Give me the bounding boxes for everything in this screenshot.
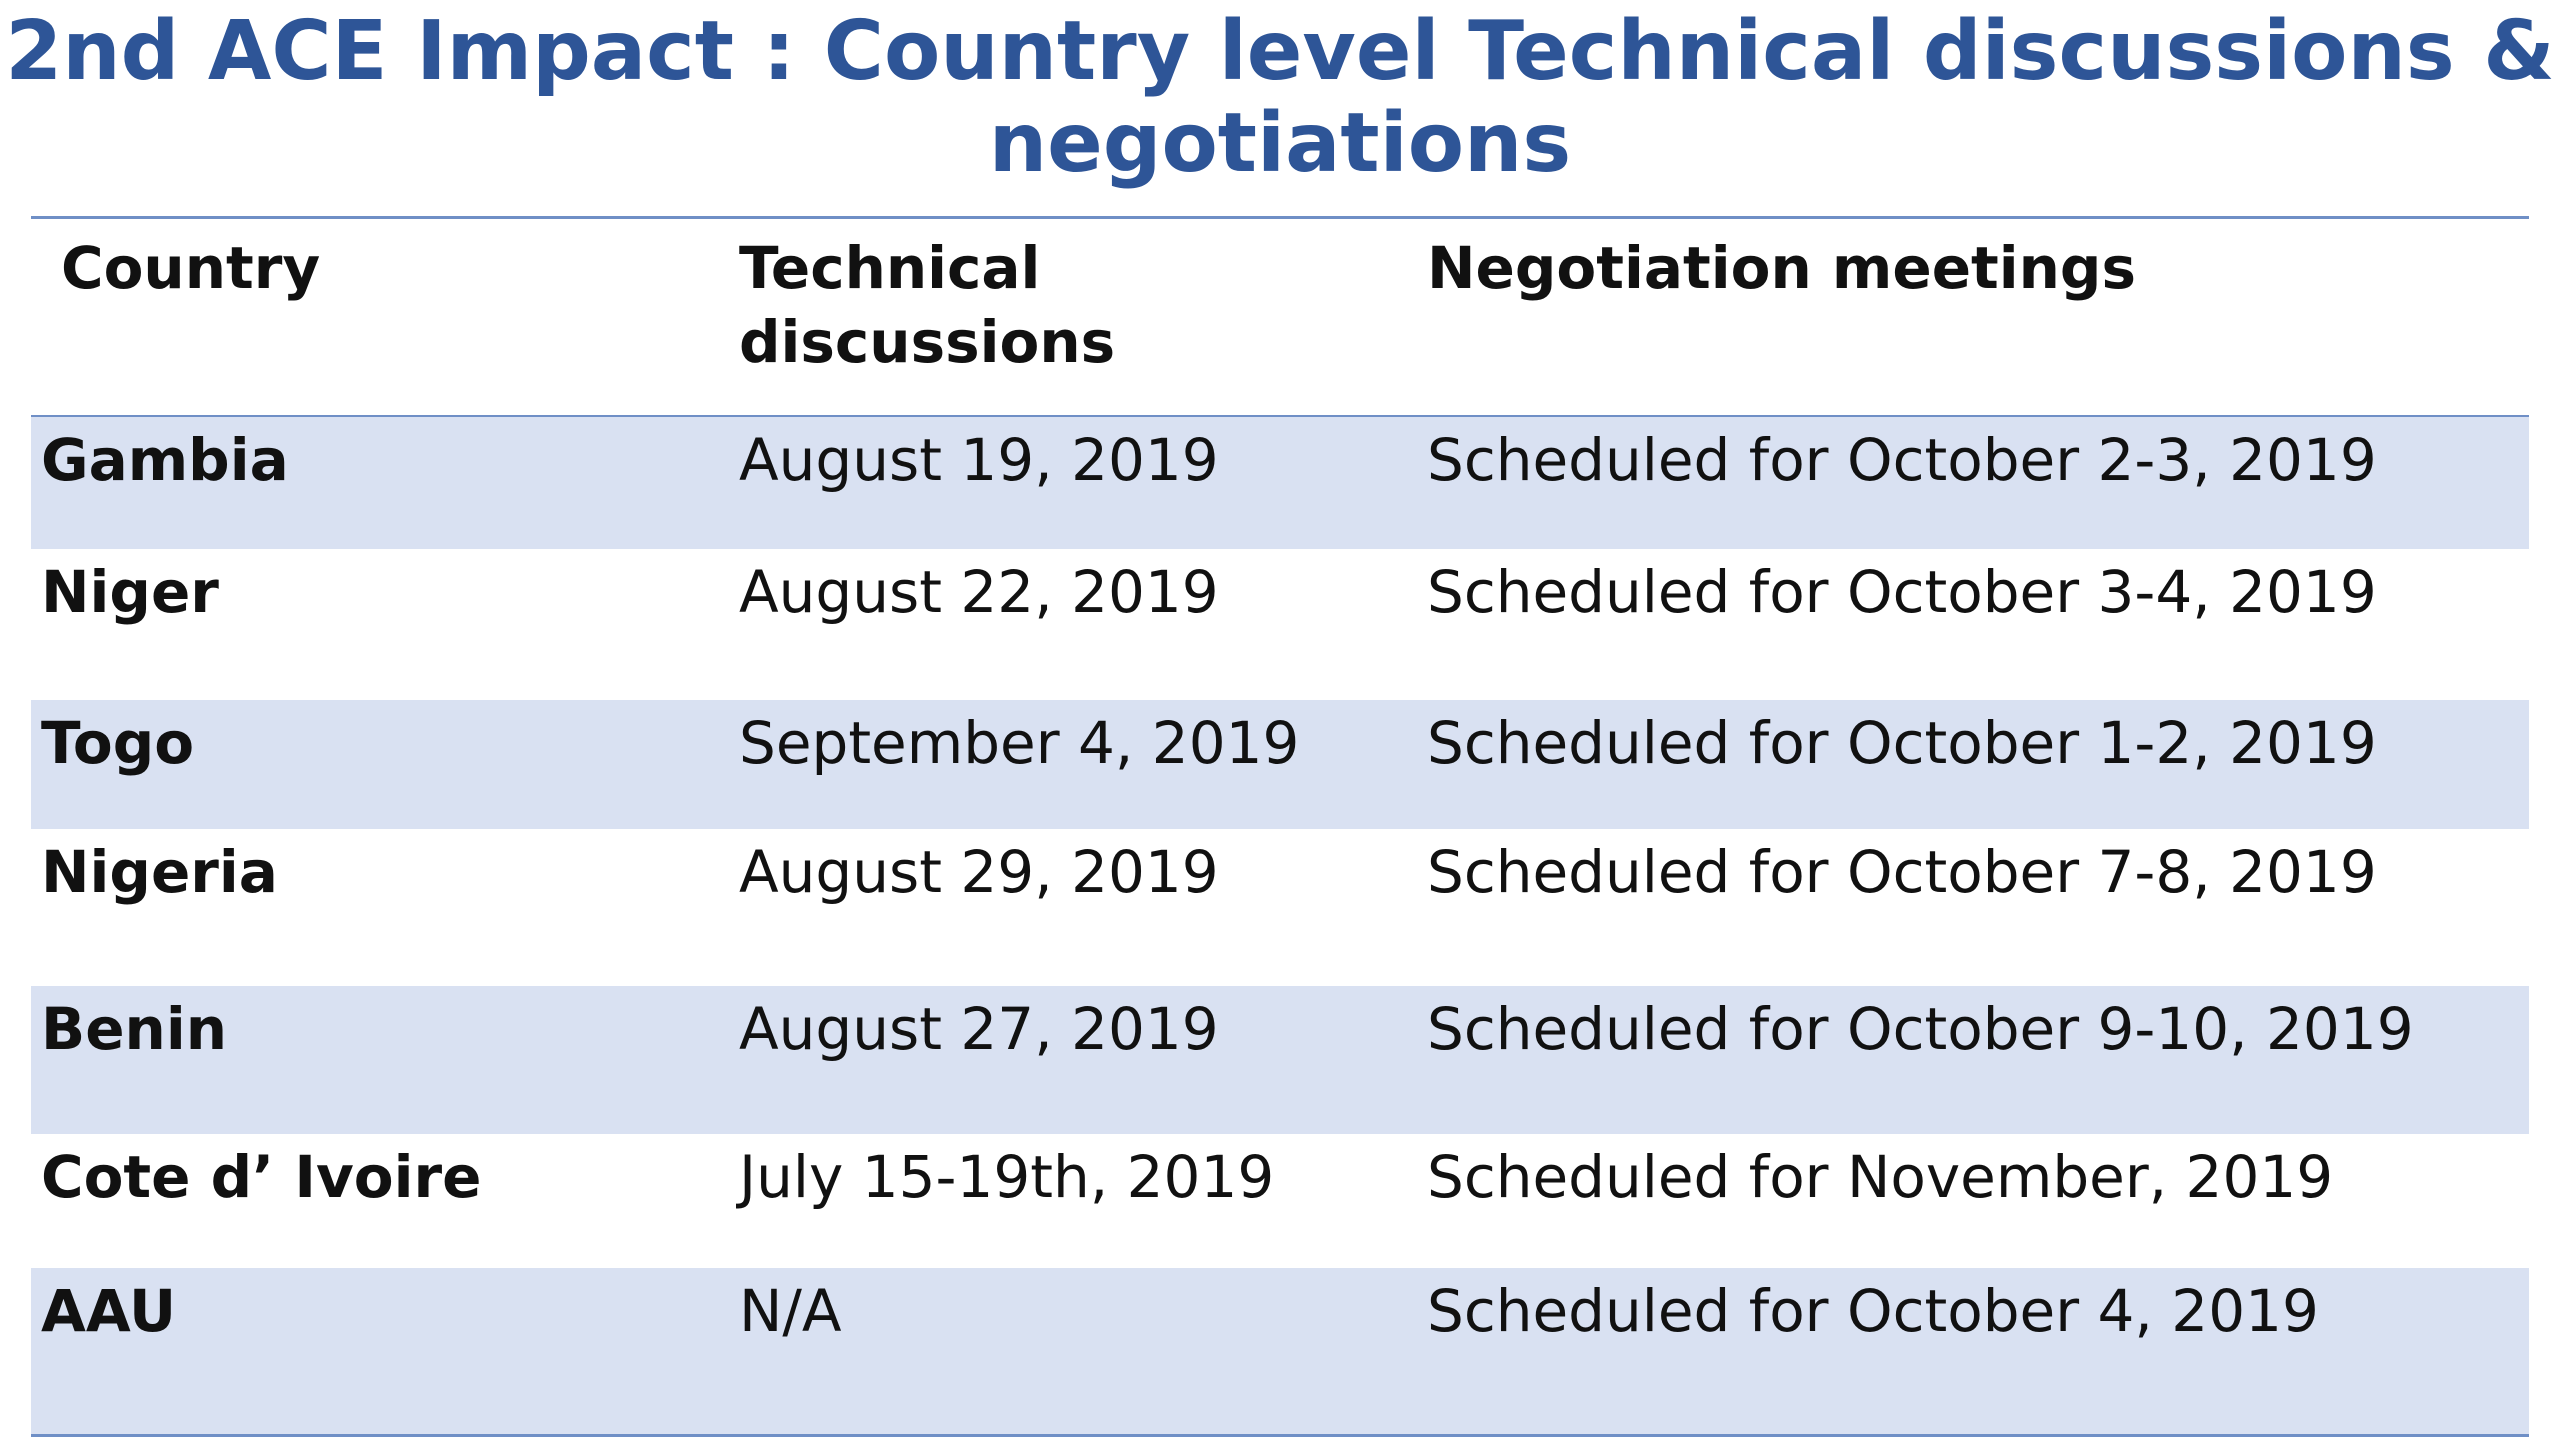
table-header-row: Country Technical discussions Negotiatio… (31, 219, 2529, 417)
negotiation-cell: Scheduled for October 3-4, 2019 (1427, 558, 2377, 626)
negotiation-cell: Scheduled for October 1-2, 2019 (1427, 709, 2377, 777)
technical-cell: July 15-19th, 2019 (739, 1143, 1275, 1211)
table-row: Benin August 27, 2019 Scheduled for Octo… (31, 986, 2529, 1134)
country-cell: AAU (41, 1277, 177, 1345)
header-technical-discussions-label: Technical discussions (739, 234, 1116, 376)
page-title: 2nd ACE Impact : Country level Technical… (5, 4, 2555, 191)
technical-cell: August 19, 2019 (739, 426, 1219, 494)
table-row: Cote d’ Ivoire July 15-19th, 2019 Schedu… (31, 1134, 2529, 1268)
negotiation-cell: Scheduled for October 2-3, 2019 (1427, 426, 2377, 494)
table-row: Togo September 4, 2019 Scheduled for Oct… (31, 700, 2529, 829)
technical-cell: August 27, 2019 (739, 995, 1219, 1063)
technical-cell: August 22, 2019 (739, 558, 1219, 626)
negotiation-cell: Scheduled for October 7-8, 2019 (1427, 838, 2377, 906)
technical-cell: August 29, 2019 (739, 838, 1219, 906)
country-cell: Togo (41, 709, 195, 777)
country-cell: Gambia (41, 426, 289, 494)
country-cell: Cote d’ Ivoire (41, 1143, 482, 1211)
country-cell: Nigeria (41, 838, 278, 906)
header-negotiation-meetings: Negotiation meetings (1427, 234, 2136, 302)
table-row: Gambia August 19, 2019 Scheduled for Oct… (31, 417, 2529, 549)
table-row: Nigeria August 29, 2019 Scheduled for Oc… (31, 829, 2529, 986)
technical-cell: N/A (739, 1277, 842, 1345)
header-country: Country (61, 234, 321, 302)
table-row: AAU N/A Scheduled for October 4, 2019 (31, 1268, 2529, 1434)
header-technical-discussions: Technical discussions (739, 219, 1427, 415)
negotiation-cell: Scheduled for November, 2019 (1427, 1143, 2334, 1211)
country-cell: Benin (41, 995, 228, 1063)
schedule-table: Country Technical discussions Negotiatio… (31, 216, 2529, 1437)
negotiation-cell: Scheduled for October 4, 2019 (1427, 1277, 2319, 1345)
technical-cell: September 4, 2019 (739, 709, 1300, 777)
country-cell: Niger (41, 558, 219, 626)
negotiation-cell: Scheduled for October 9-10, 2019 (1427, 995, 2414, 1063)
table-row: Niger August 22, 2019 Scheduled for Octo… (31, 549, 2529, 700)
